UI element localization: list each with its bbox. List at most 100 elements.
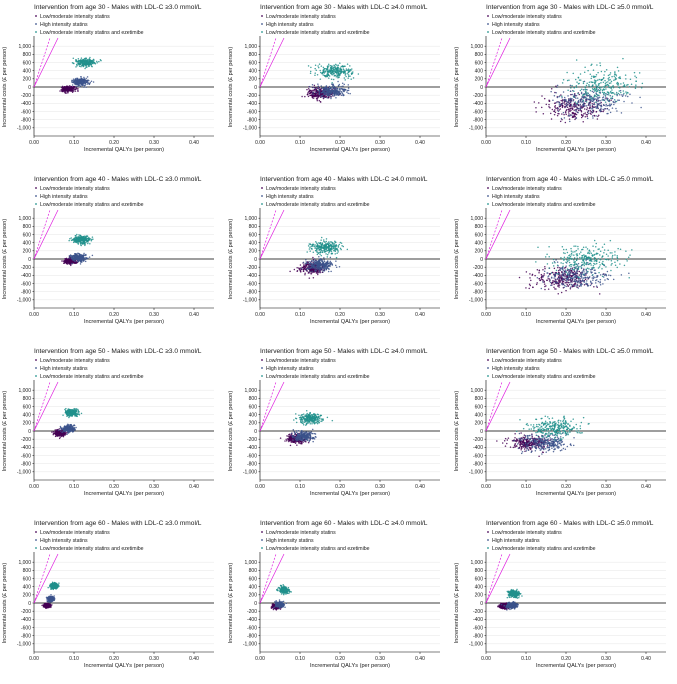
x-tick-label: 0.30: [375, 312, 385, 318]
scatter-point: [315, 241, 317, 243]
scatter-point: [544, 289, 546, 291]
scatter-point: [545, 285, 547, 287]
scatter-point: [320, 251, 322, 253]
scatter-point: [566, 104, 568, 106]
scatter-point: [535, 261, 537, 263]
scatter-point: [585, 246, 587, 248]
scatter-point: [324, 267, 326, 269]
scatter-point: [565, 262, 567, 264]
y-tick-label: -400: [473, 273, 483, 279]
x-tick-label: 0.20: [335, 140, 345, 146]
scatter-point: [77, 236, 79, 238]
scatter-point: [329, 242, 331, 244]
scatter-point: [343, 89, 345, 91]
scatter-point: [584, 66, 586, 68]
scatter-point: [73, 63, 75, 65]
scatter-point: [603, 82, 605, 84]
scatter-point: [338, 65, 340, 67]
scatter-point: [78, 85, 80, 87]
y-tick-label: 200: [23, 249, 32, 255]
scatter-point: [617, 258, 619, 260]
scatter-point: [88, 65, 90, 67]
scatter-point: [82, 62, 84, 64]
scatter-point: [311, 264, 313, 266]
scatter-point: [590, 269, 592, 271]
x-axis-label: Incremental QALYs (per person): [536, 319, 616, 325]
scatter-point: [300, 264, 302, 266]
scatter-point: [587, 95, 589, 97]
scatter-point: [316, 99, 318, 101]
y-tick-label: 1,000: [244, 44, 257, 50]
legend-entry: Low/moderate intensity statins: [266, 186, 336, 192]
scatter-point: [89, 57, 91, 59]
scatter-point: [620, 90, 622, 92]
scatter-point: [566, 249, 568, 251]
scatter-point: [316, 262, 318, 264]
scatter-point: [573, 266, 575, 268]
scatter-point: [331, 67, 333, 69]
scatter-point: [549, 279, 551, 281]
scatter-point: [83, 66, 85, 68]
scatter-point: [605, 258, 607, 260]
y-tick-label: 600: [23, 232, 32, 238]
scatter-point: [628, 256, 630, 258]
scatter-point: [307, 92, 309, 94]
scatter-point: [85, 58, 87, 60]
scatter-point: [340, 86, 342, 88]
scatter-point: [323, 245, 325, 247]
scatter-point: [576, 59, 578, 61]
scatter-point: [342, 82, 344, 84]
scatter-point: [330, 92, 332, 94]
scatter-point: [347, 77, 349, 79]
scatter-point: [64, 90, 66, 92]
scatter-point: [579, 266, 581, 268]
scatter-point: [618, 86, 620, 88]
scatter-point: [338, 93, 340, 95]
scatter-point: [596, 99, 598, 101]
scatter-point: [80, 254, 82, 256]
legend-entry: Low/moderate intensity statins and ezeti…: [40, 30, 144, 36]
scatter-point: [565, 112, 567, 114]
scatter-point: [335, 97, 337, 99]
scatter-point: [561, 292, 563, 294]
scatter-point: [580, 108, 582, 110]
scatter-point: [317, 244, 319, 246]
scatter-point: [585, 112, 587, 114]
scatter-point: [542, 281, 544, 283]
scatter-point: [309, 243, 311, 245]
scatter-point: [611, 263, 613, 265]
scatter-point: [567, 258, 569, 260]
scatter-point: [91, 240, 93, 242]
x-axis-label: Incremental QALYs (per person): [536, 147, 616, 153]
scatter-point: [583, 258, 585, 260]
scatter-point: [630, 79, 632, 81]
scatter-point: [598, 104, 600, 106]
scatter-point: [594, 269, 596, 271]
scatter-point: [591, 86, 593, 88]
scatter-point: [610, 82, 612, 84]
scatter-point: [343, 94, 345, 96]
scatter-point: [89, 243, 91, 245]
scatter-point: [601, 268, 603, 270]
scatter-point: [593, 267, 595, 269]
scatter-point: [314, 75, 316, 77]
scatter-point: [571, 250, 573, 252]
scatter-point: [80, 66, 82, 68]
x-tick-label: 0.20: [109, 312, 119, 318]
y-axis-label: Incremental costs (£ per person): [228, 47, 234, 128]
scatter-point: [565, 114, 567, 116]
scatter-point: [574, 114, 576, 116]
scatter-point: [617, 99, 619, 101]
y-tick-label: -600: [21, 109, 31, 115]
scatter-point: [573, 96, 575, 98]
scatter-point: [628, 277, 630, 279]
scatter-point: [325, 88, 327, 90]
scatter-point: [582, 277, 584, 279]
scatter-point: [77, 253, 79, 255]
y-tick-label: -400: [21, 273, 31, 279]
scatter-point: [604, 89, 606, 91]
scatter-point: [329, 86, 331, 88]
scatter-point: [332, 85, 334, 87]
scatter-point: [586, 85, 588, 87]
scatter-point: [78, 64, 80, 66]
